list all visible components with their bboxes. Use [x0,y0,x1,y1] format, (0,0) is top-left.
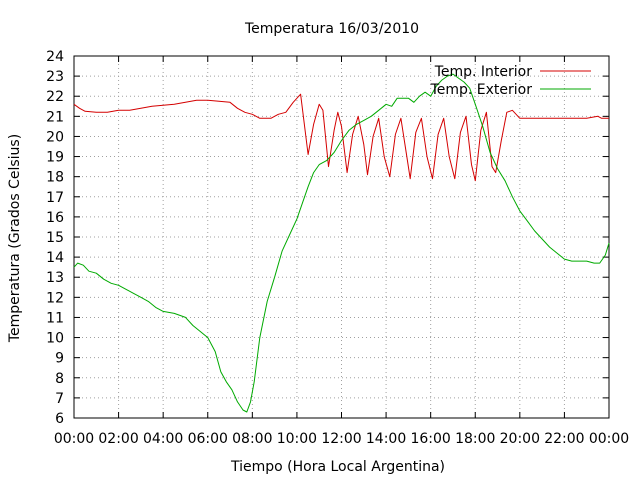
x-tick-label: 20:00 [500,431,540,447]
y-tick-label: 11 [46,310,64,326]
y-tick-label: 19 [46,150,64,166]
y-tick-label: 10 [46,331,64,347]
legend-label-interior: Temp. Interior [434,64,533,80]
y-tick-label: 21 [46,109,64,125]
y-tick-label: 12 [46,290,64,306]
x-tick-label: 02:00 [98,431,138,447]
series-line-interior [73,93,609,182]
y-tick-label: 24 [46,49,64,65]
x-tick-label: 06:00 [188,431,228,447]
data-series [73,73,610,413]
y-tick-label: 17 [46,190,64,206]
y-tick-label: 15 [46,230,64,246]
x-tick-label: 16:00 [410,431,450,447]
grid-lines [74,56,609,418]
legend-label-exterior: Temp. Exterior [430,82,533,98]
x-tick-label: 14:00 [366,431,406,447]
x-tick-label: 00:00 [589,431,629,447]
x-axis-label: Tiempo (Hora Local Argentina) [230,459,445,475]
x-tick-label: 22:00 [544,431,584,447]
chart-title: Temperatura 16/03/2010 [244,21,419,37]
y-tick-label: 16 [46,210,64,226]
y-tick-label: 14 [46,250,64,266]
legend: Temp. Interior Temp. Exterior [430,64,591,98]
y-tick-label: 13 [46,270,64,286]
series-line-exterior [73,73,610,413]
y-tick-label: 20 [46,129,64,145]
y-tick-label: 6 [55,411,64,427]
x-tick-label: 10:00 [277,431,317,447]
x-tick-label: 08:00 [232,431,272,447]
y-tick-label: 9 [55,351,64,367]
y-axis-label: Temperatura (Grados Celsius) [7,134,23,343]
x-tick-label: 04:00 [143,431,183,447]
x-tick-label: 00:00 [54,431,94,447]
y-tick-label: 23 [46,69,64,85]
y-tick-label: 7 [55,391,64,407]
y-tick-label: 22 [46,89,64,105]
x-tick-label: 18:00 [455,431,495,447]
y-tick-label: 18 [46,170,64,186]
x-tick-label: 12:00 [321,431,361,447]
y-tick-label: 8 [55,371,64,387]
